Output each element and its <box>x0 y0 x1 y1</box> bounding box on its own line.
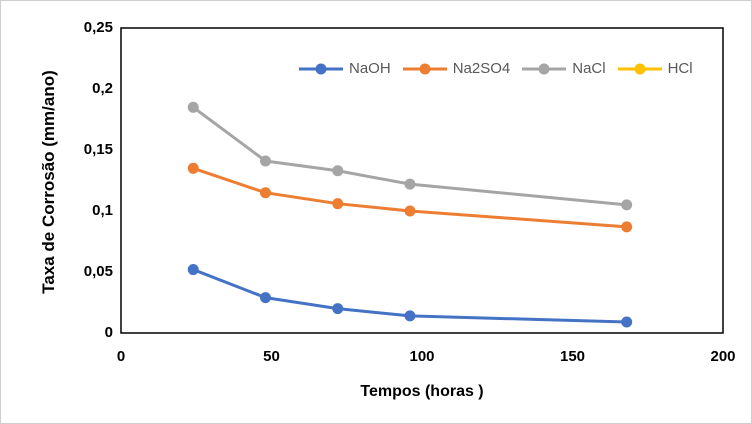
legend-marker-icon <box>299 63 343 75</box>
data-point-na2so4 <box>404 205 416 217</box>
data-point-naoh <box>621 316 633 328</box>
data-point-nacl <box>332 165 344 177</box>
y-tick-label: 0,15 <box>83 141 113 158</box>
legend-item-nacl: NaCl <box>521 59 606 79</box>
legend-marker-icon <box>402 63 447 75</box>
legend-item-hcl: HCl <box>617 59 693 79</box>
x-tick-label: 200 <box>710 348 736 365</box>
legend-label: HCl <box>667 60 693 77</box>
legend-item-naoh: NaOH <box>298 59 391 79</box>
y-tick-label: 0,2 <box>92 80 113 97</box>
legend-label: NaOH <box>349 60 391 77</box>
legend-item-na2so4: Na2SO4 <box>402 59 511 79</box>
legend-label: NaCl <box>572 60 606 77</box>
y-tick-label: 0,05 <box>83 263 113 280</box>
data-point-naoh <box>187 264 199 276</box>
legend: NaOH Na2SO4 NaCl HCl <box>298 59 693 79</box>
legend-marker-icon <box>617 63 662 75</box>
plot-border <box>120 27 724 334</box>
legend-label: Na2SO4 <box>452 60 511 77</box>
data-point-na2so4 <box>187 162 199 174</box>
data-point-nacl <box>621 199 633 211</box>
data-point-naoh <box>404 310 416 322</box>
data-point-naoh <box>332 303 344 315</box>
data-point-nacl <box>187 101 199 113</box>
x-tick-label: 50 <box>263 348 280 365</box>
data-point-nacl <box>259 155 271 167</box>
y-axis-title: Taxa de Corrosão (mm/ano) <box>39 70 58 294</box>
x-tick-label: 150 <box>559 348 586 365</box>
x-axis-title: Tempos (horas ) <box>360 383 484 400</box>
data-point-na2so4 <box>259 187 271 199</box>
x-tick-label: 100 <box>409 348 435 365</box>
legend-marker-icon <box>522 63 567 75</box>
data-point-na2so4 <box>621 221 633 233</box>
data-point-nacl <box>404 178 416 190</box>
y-tick-label: 0,25 <box>83 19 113 36</box>
data-point-na2so4 <box>332 198 344 210</box>
y-tick-label: 0 <box>104 324 113 341</box>
x-tick-label: 0 <box>116 348 126 365</box>
y-tick-label: 0,1 <box>92 202 113 219</box>
data-point-naoh <box>259 292 271 304</box>
